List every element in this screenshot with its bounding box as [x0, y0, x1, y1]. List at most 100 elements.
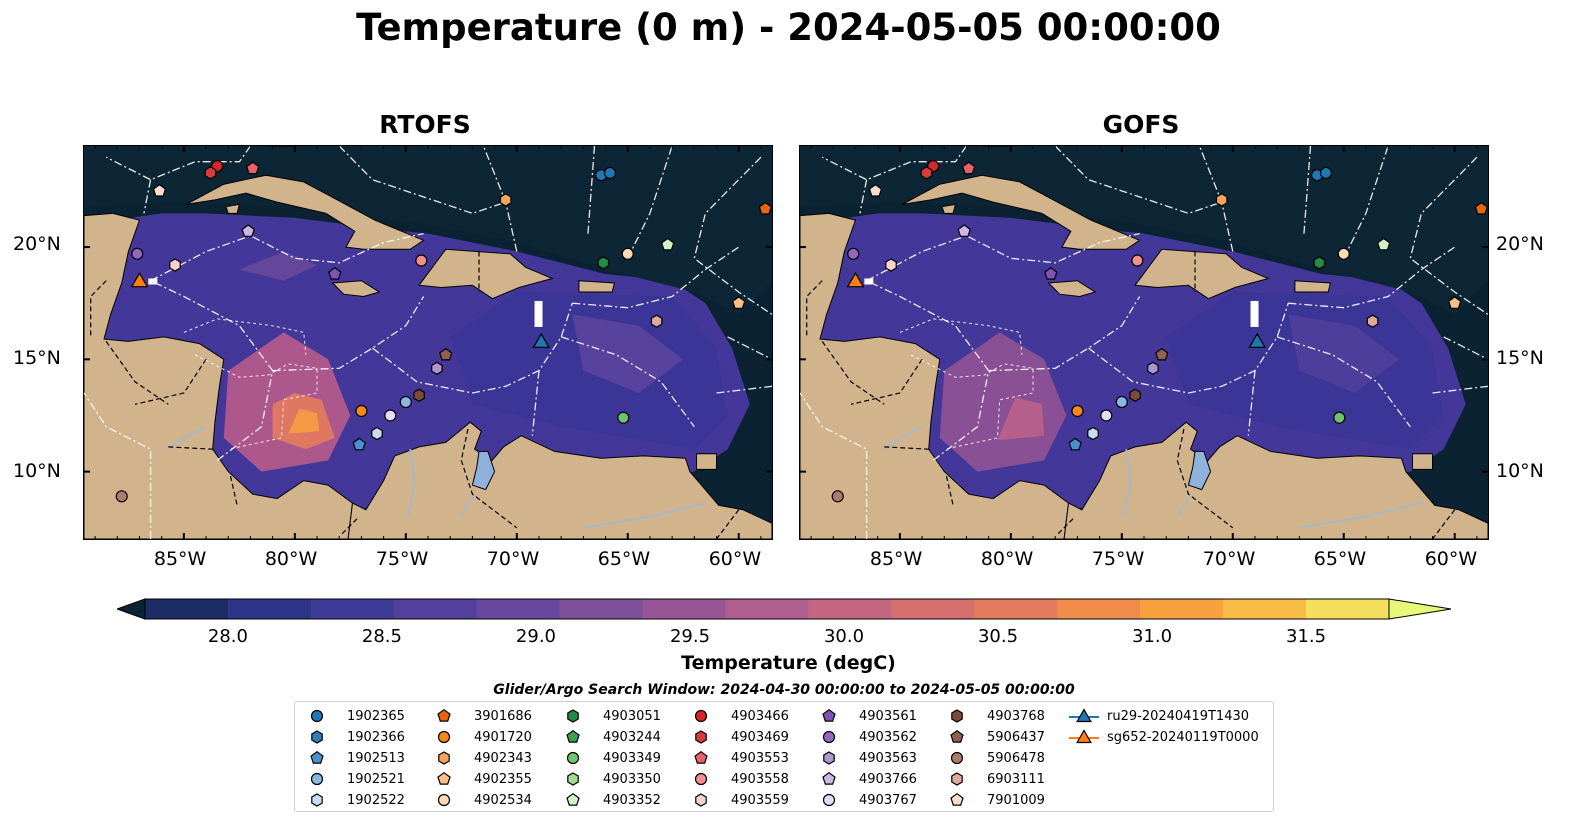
legend-label: 4903352	[603, 792, 661, 808]
country-border	[1056, 518, 1074, 535]
colorbar-min-extend	[115, 598, 146, 620]
lat-label-right-15: 15°N	[1496, 347, 1544, 369]
float-1902521-marker	[1115, 395, 1128, 409]
legend-hexagon-icon	[567, 709, 579, 723]
float-4903561-marker	[328, 266, 342, 280]
colorbar-tick-label: 28.5	[361, 626, 402, 647]
legend-pentagon-icon	[437, 708, 451, 722]
float-4903558-marker	[415, 254, 428, 267]
eez-boundary	[1276, 336, 1411, 428]
float-4903051-marker	[1313, 256, 1326, 270]
float-7901009-marker	[868, 183, 883, 197]
legend-label: ru29-20240419T1430	[1107, 708, 1250, 724]
river	[1123, 449, 1132, 517]
colorbar-title: Temperature (degC)	[681, 652, 896, 674]
legend-label: 4903766	[859, 771, 917, 787]
eez-boundary	[1054, 146, 1222, 215]
legend-label: 1902513	[347, 750, 405, 766]
legend-label: 3901686	[474, 708, 532, 724]
lon-label-gofs-3: 70°W	[1202, 548, 1256, 570]
land-mass	[696, 453, 717, 470]
eez-boundary	[693, 156, 772, 315]
river	[407, 449, 416, 517]
float-4903469-marker	[204, 166, 217, 180]
colorbar-tick-label: 28.0	[207, 626, 248, 647]
glider-ru29-20240419T1430-marker	[1248, 332, 1267, 348]
legend-pentagon-icon	[950, 729, 964, 743]
legend-label: 4903349	[603, 750, 661, 766]
land-mass	[225, 203, 241, 214]
legend-pentagon-icon	[822, 771, 836, 785]
float-6903111-marker	[650, 314, 663, 328]
lon-label-rtofs-2: 75°W	[375, 548, 429, 570]
eez-boundary	[531, 370, 540, 436]
colorbar-segment	[1223, 599, 1307, 619]
eez-boundary	[1409, 156, 1488, 315]
legend-item-7901009: 7901009	[949, 790, 1045, 810]
legend-item-1902513: 1902513	[309, 748, 405, 768]
warm-patch	[288, 408, 320, 434]
legend-circle-icon	[822, 793, 836, 807]
float-4903766-marker	[957, 224, 971, 238]
colorbar-tick-label: 29.0	[515, 626, 557, 647]
eez-boundary	[150, 280, 274, 461]
float-3901686-marker	[1474, 201, 1488, 215]
float-4903768-marker	[413, 388, 425, 402]
float-5906478-marker	[831, 490, 844, 503]
legend-circle-icon	[694, 709, 708, 723]
colorbar-segment	[1306, 599, 1390, 619]
eez-boundary	[821, 146, 968, 181]
land-mass	[331, 280, 381, 298]
float-4903561-marker	[1044, 266, 1058, 280]
float-1902513-marker	[352, 437, 366, 451]
legend-circle-icon	[310, 709, 324, 723]
float-4903563-marker	[1147, 361, 1159, 375]
glider-track	[148, 278, 158, 285]
float-4903352-marker	[1376, 237, 1391, 251]
legend-item-4903553: 4903553	[693, 748, 789, 768]
legend-item-5906478: 5906478	[949, 748, 1045, 768]
float-1902521-marker	[399, 395, 412, 409]
legend-item-6903111: 6903111	[949, 769, 1045, 789]
glider-sg652-20240119T0000-marker	[846, 272, 865, 288]
legend-circle-icon	[822, 730, 836, 744]
eez-boundary	[1247, 370, 1256, 436]
eez-boundary	[560, 336, 695, 428]
legend-label: 4903553	[731, 750, 789, 766]
colorbar-segment	[1057, 599, 1141, 619]
eez-boundary	[1343, 146, 1389, 259]
land-mass	[1047, 280, 1097, 298]
colorbar-tick-label: 29.5	[669, 626, 711, 647]
legend-item-4903766: 4903766	[821, 769, 917, 789]
glider-track	[864, 278, 874, 285]
eez-boundary	[800, 392, 868, 539]
panel-title-gofs: GOFS	[1102, 110, 1180, 139]
warm-patch	[1288, 314, 1400, 393]
land-mass	[1063, 421, 1488, 539]
legend-item-4902534: 4902534	[436, 790, 532, 810]
eez-boundary	[572, 246, 740, 309]
legend-hexagon-icon	[311, 793, 323, 807]
legend-label: 4903051	[603, 708, 661, 724]
river	[165, 425, 207, 451]
main-title: Temperature (0 m) - 2024-05-05 00:00:00	[356, 6, 1221, 49]
legend-label: 6903111	[987, 771, 1045, 787]
eez-boundary	[988, 296, 1141, 372]
float-4903559-marker	[885, 258, 897, 272]
legend-hexagon-icon	[951, 772, 963, 786]
legend-pentagon-icon	[822, 708, 836, 722]
colorbar-segment	[974, 599, 1058, 619]
legend-item-4903558: 4903558	[693, 769, 789, 789]
lon-label-rtofs-1: 80°W	[264, 548, 318, 570]
float-4903558-marker	[1131, 254, 1144, 267]
colorbar-segment	[310, 599, 395, 619]
legend-label: 1902366	[347, 729, 405, 745]
legend-pentagon-icon	[566, 729, 580, 743]
lon-label-gofs-2: 75°W	[1091, 548, 1145, 570]
lon-label-gofs-4: 65°W	[1313, 548, 1367, 570]
float-4903767-marker	[1100, 409, 1113, 422]
legend-hexagon-icon	[951, 709, 963, 723]
legend-label: 4903767	[859, 792, 917, 808]
lon-label-gofs-5: 60°W	[1424, 548, 1478, 570]
glider-track	[534, 300, 543, 327]
